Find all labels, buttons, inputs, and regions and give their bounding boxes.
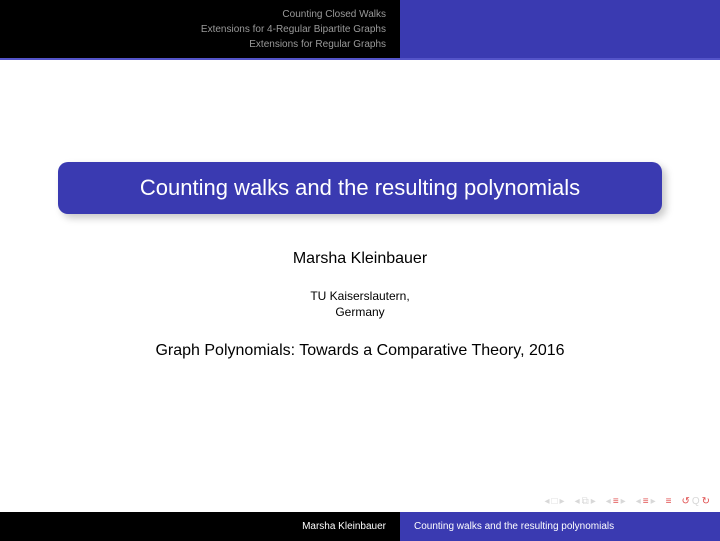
triangle-left-icon: ◂ [544,497,549,507]
beamer-slide: Counting Closed Walks Extensions for 4-R… [0,0,720,541]
header-section-link[interactable]: Extensions for Regular Graphs [249,37,386,52]
lines-icon: ≡ [613,497,619,507]
triangle-right-icon: ▸ [591,497,596,507]
frame-icon: ⧉ [582,497,589,507]
redo-icon: Q [692,497,700,507]
slide-footer: Marsha Kleinbauer Counting walks and the… [0,512,720,541]
slide-header: Counting Closed Walks Extensions for 4-R… [0,0,720,58]
header-right-panel [400,0,720,58]
triangle-right-icon: ▸ [560,497,565,507]
affiliation-line: Germany [0,304,720,320]
author-name: Marsha Kleinbauer [0,250,720,268]
header-sections-panel: Counting Closed Walks Extensions for 4-R… [0,0,400,58]
square-icon: □ [552,497,558,507]
footer-title: Counting walks and the resulting polynom… [414,521,614,532]
nav-section-next[interactable]: ◂ ≡ ▸ [636,497,656,507]
affiliation-line: TU Kaiserslautern, [0,288,720,304]
affiliation: TU Kaiserslautern, Germany [0,288,720,320]
header-section-link[interactable]: Extensions for 4-Regular Bipartite Graph… [201,22,386,37]
beamer-nav-bar: ◂ □ ▸ ◂ ⧉ ▸ ◂ ≡ ▸ ◂ ≡ ▸ ≡ ↺ Q [544,497,710,507]
triangle-right-icon: ▸ [651,497,656,507]
footer-title-panel: Counting walks and the resulting polynom… [400,512,720,541]
header-section-link[interactable]: Counting Closed Walks [282,7,386,22]
triangle-left-icon: ◂ [636,497,641,507]
triangle-right-icon: ▸ [621,497,626,507]
nav-prev-slide[interactable]: ◂ ⧉ ▸ [575,497,596,507]
lines-icon: ≡ [643,497,649,507]
footer-author-panel: Marsha Kleinbauer [0,512,400,541]
venue-line: Graph Polynomials: Towards a Comparative… [0,342,720,360]
redo-icon: ↻ [702,497,710,507]
nav-section-prev[interactable]: ◂ ≡ ▸ [606,497,626,507]
footer-author: Marsha Kleinbauer [302,521,386,532]
undo-icon: ↺ [681,497,689,507]
triangle-left-icon: ◂ [575,497,580,507]
nav-first-slide[interactable]: ◂ □ ▸ [544,497,564,507]
slide-body: Counting walks and the resulting polynom… [0,60,720,512]
nav-undo-redo[interactable]: ↺ Q ↻ [681,497,710,507]
triangle-left-icon: ◂ [606,497,611,507]
lines-icon[interactable]: ≡ [666,497,672,507]
slide-title: Counting walks and the resulting polynom… [140,175,580,201]
title-box: Counting walks and the resulting polynom… [58,162,662,214]
